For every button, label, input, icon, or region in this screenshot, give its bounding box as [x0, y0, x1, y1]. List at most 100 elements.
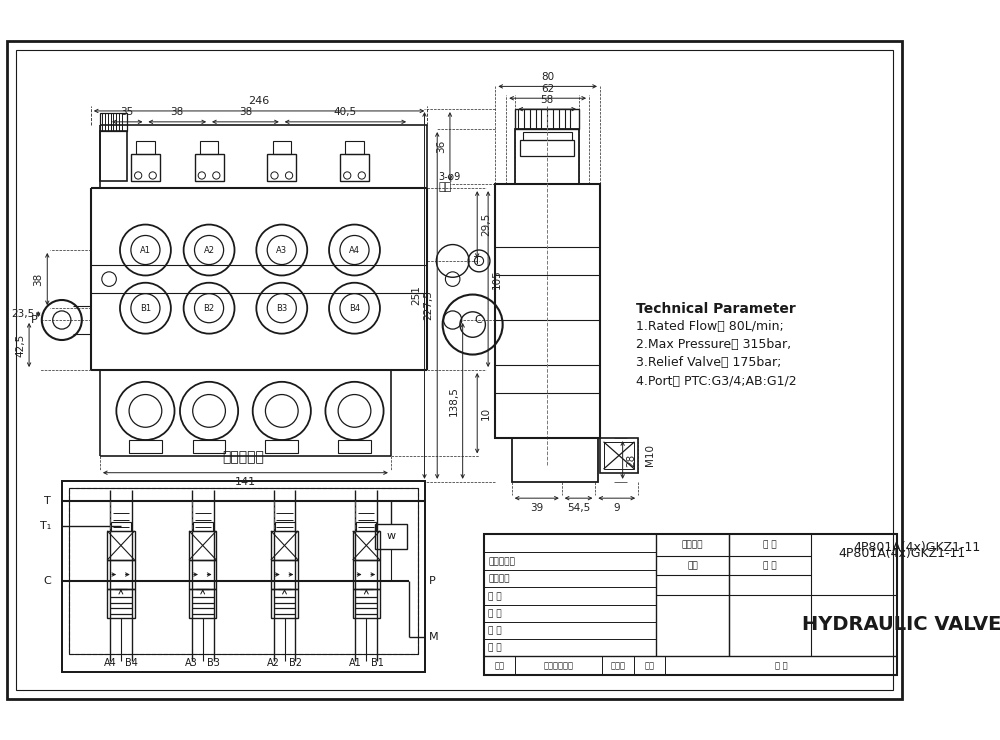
Text: B3: B3	[276, 303, 287, 313]
Bar	[265, 440, 298, 453]
Text: 58: 58	[541, 95, 554, 104]
Bar	[111, 522, 131, 531]
Text: 描 图: 描 图	[488, 609, 502, 618]
Text: 1.Rated Flow： 80L/min;: 1.Rated Flow： 80L/min;	[636, 320, 784, 333]
Text: 23,5: 23,5	[11, 309, 35, 319]
Bar	[275, 522, 295, 531]
Bar	[273, 141, 291, 154]
Bar	[520, 140, 574, 156]
Bar	[193, 440, 225, 453]
Text: 制 图: 制 图	[488, 626, 502, 636]
Text: T₁: T₁	[40, 522, 51, 531]
Bar	[515, 129, 579, 184]
Text: 138,5: 138,5	[449, 386, 459, 416]
Bar	[271, 560, 298, 589]
Text: P: P	[429, 576, 436, 586]
Text: 签 批: 签 批	[775, 661, 788, 670]
Text: 4.Port： PTC:G3/4;AB:G1/2: 4.Port： PTC:G3/4;AB:G1/2	[636, 374, 797, 388]
Bar	[100, 131, 127, 181]
Bar	[129, 440, 162, 453]
Text: 图样标记: 图样标记	[682, 540, 703, 549]
Text: 4P801A(4x)GKZ1-11: 4P801A(4x)GKZ1-11	[854, 541, 981, 554]
Bar	[189, 531, 216, 560]
Text: 日期: 日期	[644, 661, 654, 670]
Bar	[340, 154, 369, 181]
Text: M10: M10	[645, 445, 655, 466]
Text: A2: A2	[204, 246, 215, 255]
Bar	[353, 560, 380, 589]
Text: 更改人: 更改人	[610, 661, 625, 670]
Text: P: P	[31, 315, 38, 325]
Text: 40,5: 40,5	[334, 107, 357, 118]
Bar	[69, 488, 418, 653]
Bar	[515, 109, 579, 129]
Text: 80: 80	[541, 72, 554, 82]
Bar	[107, 589, 135, 618]
Text: 36: 36	[436, 140, 446, 153]
Text: A4: A4	[104, 658, 116, 668]
Text: B1: B1	[140, 303, 151, 313]
Text: w: w	[386, 531, 395, 542]
Text: 35: 35	[121, 107, 134, 118]
Bar	[271, 589, 298, 618]
Text: 141: 141	[235, 477, 256, 487]
Bar	[271, 531, 298, 560]
Text: 39: 39	[530, 502, 543, 513]
Text: 105: 105	[492, 269, 502, 289]
Text: 4P801A(4x)GKZ1-11: 4P801A(4x)GKZ1-11	[838, 547, 965, 560]
Text: A3: A3	[185, 658, 198, 668]
Text: T: T	[474, 256, 481, 266]
Text: B4: B4	[349, 303, 360, 313]
Text: 2.Max Pressure： 315bar,: 2.Max Pressure： 315bar,	[636, 338, 791, 352]
Text: B1: B1	[371, 658, 384, 668]
Bar	[62, 481, 425, 672]
Bar	[512, 438, 598, 482]
Text: A3: A3	[276, 246, 287, 255]
Text: 标准化检查: 标准化检查	[488, 557, 515, 566]
Text: 28: 28	[626, 454, 636, 467]
Text: 38: 38	[171, 107, 184, 118]
Bar	[189, 560, 216, 589]
Bar	[604, 442, 634, 469]
Text: 共 求: 共 求	[763, 540, 777, 549]
Bar	[107, 531, 135, 560]
Text: A1: A1	[140, 246, 151, 255]
Bar	[193, 522, 213, 531]
Text: HYDRAULIC VALVE: HYDRAULIC VALVE	[802, 615, 1000, 634]
Bar	[375, 524, 407, 549]
Text: A4: A4	[349, 246, 360, 255]
Bar	[353, 531, 380, 560]
Bar	[100, 112, 127, 131]
Text: 38: 38	[34, 272, 44, 286]
Text: 42,5: 42,5	[15, 334, 25, 357]
Text: 10: 10	[481, 406, 491, 420]
Text: B2: B2	[204, 303, 215, 313]
Text: 校 对: 校 对	[488, 592, 502, 601]
Text: 227,5: 227,5	[424, 291, 434, 320]
Text: 液压原理图: 液压原理图	[223, 451, 265, 465]
Text: 更改内容概要: 更改内容概要	[544, 661, 574, 670]
Text: A1: A1	[349, 658, 362, 668]
Text: B2: B2	[289, 658, 302, 668]
Text: A2: A2	[267, 658, 280, 668]
Text: Technical Parameter: Technical Parameter	[636, 302, 796, 316]
Text: C: C	[474, 315, 482, 325]
Bar	[345, 141, 364, 154]
Bar	[136, 141, 155, 154]
Text: 工艺检查: 工艺检查	[488, 574, 510, 584]
Text: 第 求: 第 求	[763, 561, 777, 570]
Text: 标记: 标记	[494, 661, 504, 670]
Text: 9: 9	[613, 502, 620, 513]
Bar	[484, 534, 897, 674]
Text: 251: 251	[411, 286, 421, 306]
Text: 设 计: 设 计	[488, 644, 502, 653]
Text: M: M	[429, 632, 439, 642]
Text: 通孔: 通孔	[438, 182, 451, 192]
Bar	[69, 488, 418, 653]
Bar	[131, 154, 160, 181]
Text: 29,5: 29,5	[481, 213, 491, 236]
Text: 3.Relief Valve： 175bar;: 3.Relief Valve： 175bar;	[636, 357, 782, 369]
Text: 3-φ9: 3-φ9	[438, 172, 460, 182]
Bar	[200, 141, 218, 154]
Text: B4: B4	[125, 658, 138, 668]
